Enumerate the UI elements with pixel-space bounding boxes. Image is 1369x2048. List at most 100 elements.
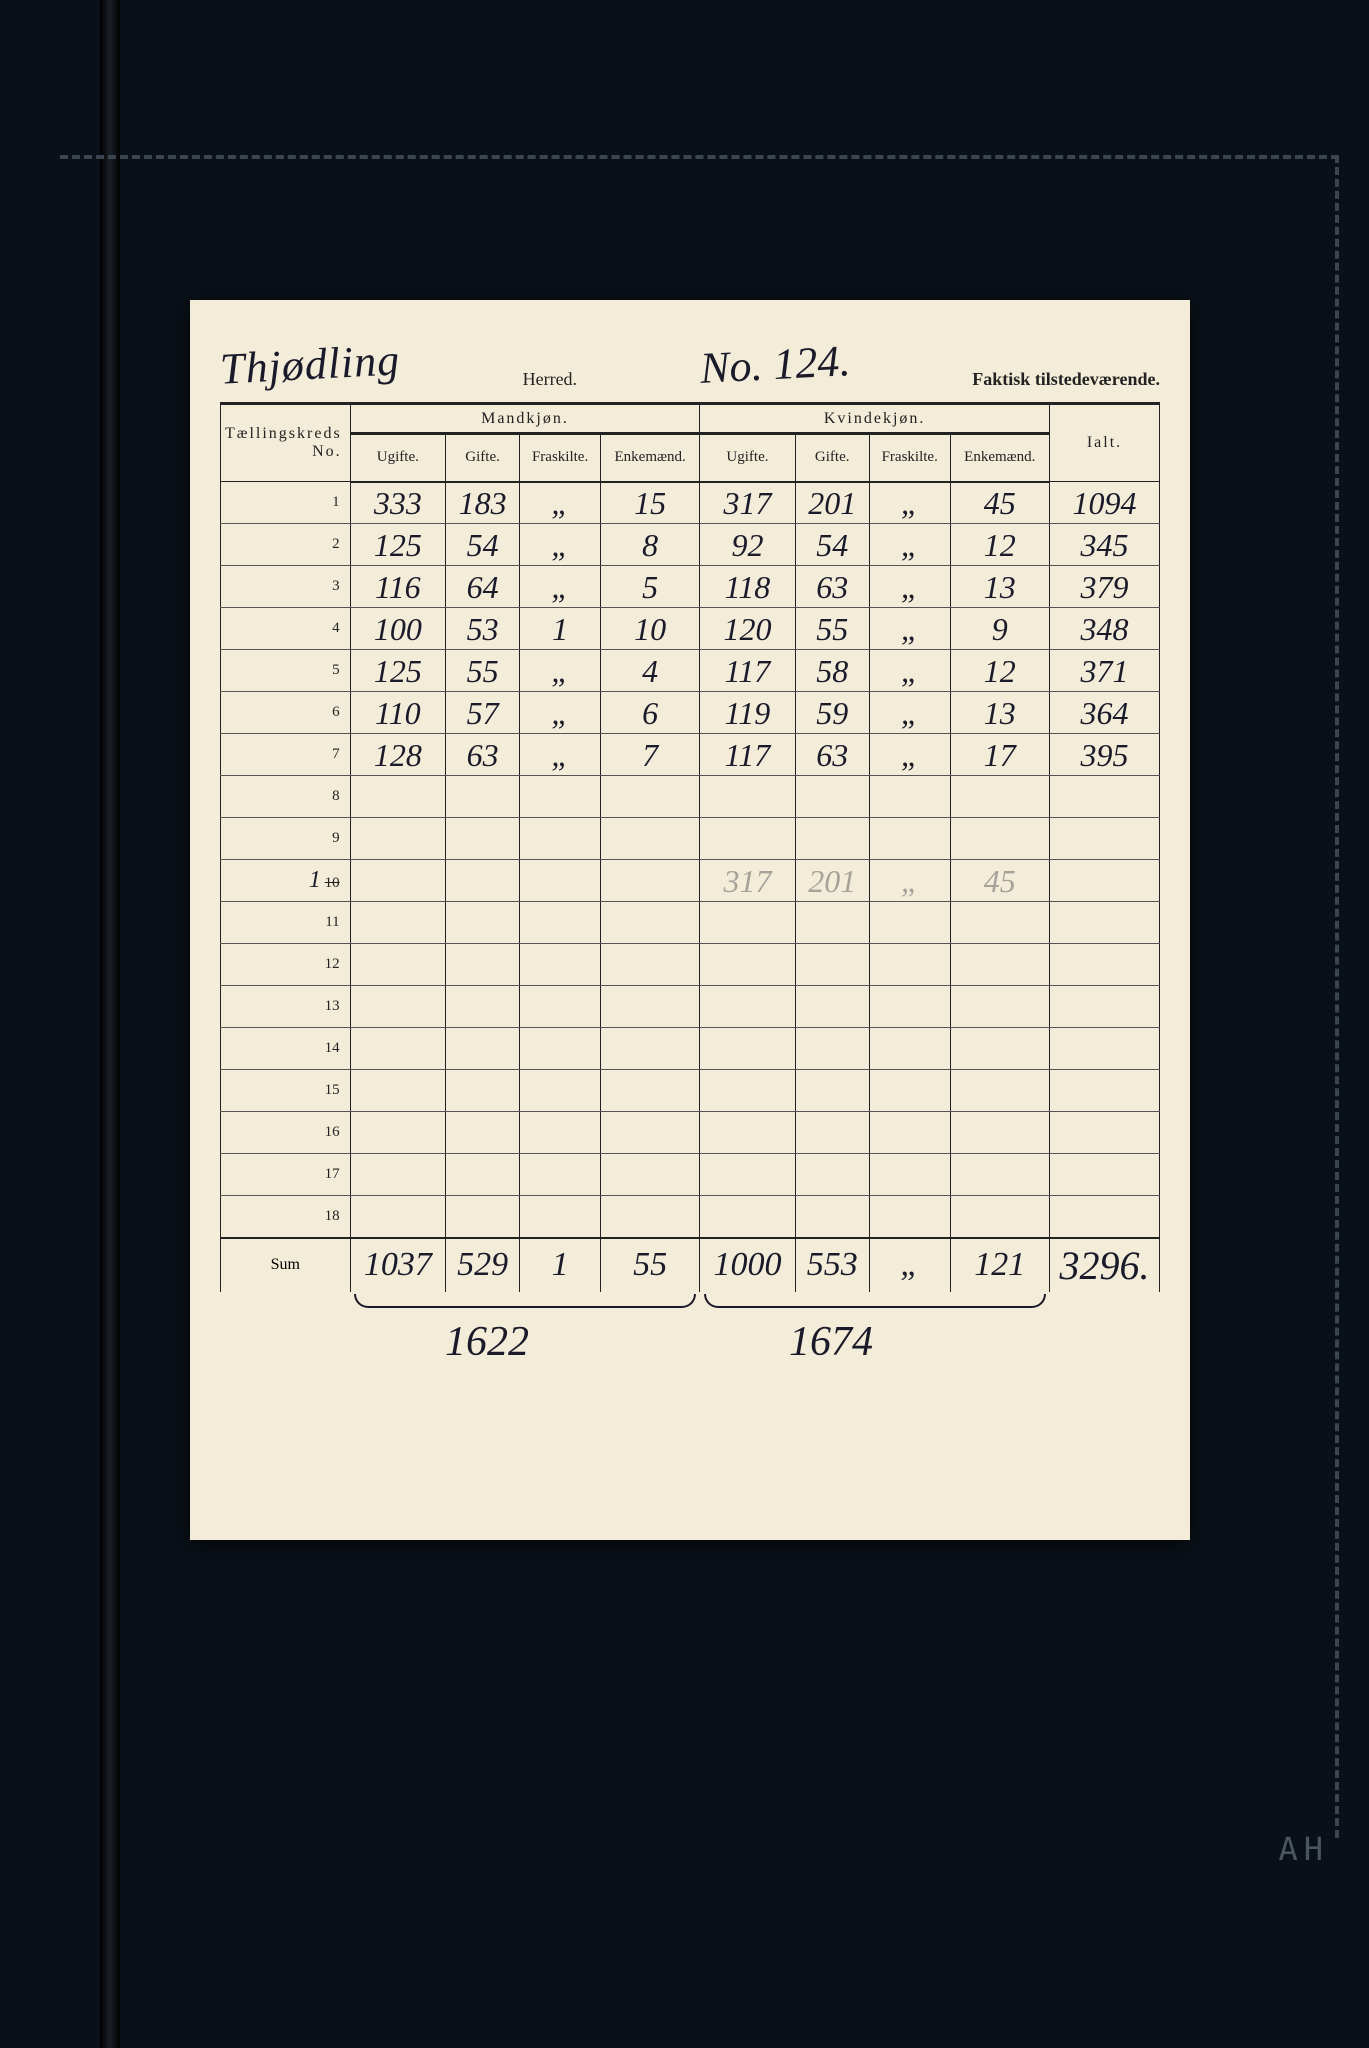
cell-empty bbox=[350, 902, 445, 944]
herred-label: Herred. bbox=[523, 369, 577, 390]
cell-me: 5 bbox=[600, 566, 699, 608]
cell-kf: „ bbox=[869, 734, 950, 776]
cell-empty bbox=[700, 776, 795, 818]
row-number: 13 bbox=[221, 986, 351, 1028]
cell-empty bbox=[869, 1154, 950, 1196]
cell-me: 8 bbox=[600, 524, 699, 566]
row-number: 2 bbox=[221, 524, 351, 566]
sum-mg: 529 bbox=[445, 1238, 519, 1292]
cell-kf: „ bbox=[869, 692, 950, 734]
cell-empty bbox=[445, 1196, 519, 1238]
cell-kg: 63 bbox=[795, 566, 869, 608]
cell-empty bbox=[600, 986, 699, 1028]
cell-ialt: 1094 bbox=[1050, 482, 1160, 524]
col-k-fraskilte: Fraskilte. bbox=[869, 434, 950, 482]
sum-row: Sum 1037 529 1 55 1000 553 „ 121 3296. bbox=[221, 1238, 1160, 1292]
sum-label: Sum bbox=[221, 1238, 351, 1292]
cell-empty bbox=[700, 1070, 795, 1112]
col-ialt: Ialt. bbox=[1050, 404, 1160, 482]
table-row-empty: 8 bbox=[221, 776, 1160, 818]
cell-ke: 17 bbox=[950, 734, 1049, 776]
cell-empty bbox=[600, 860, 699, 902]
table-row-empty: 9 bbox=[221, 818, 1160, 860]
table-row: 611057„611959„13364 bbox=[221, 692, 1160, 734]
row-number: 8 bbox=[221, 776, 351, 818]
sum-ke: 121 bbox=[950, 1238, 1049, 1292]
cell-kg: 201 bbox=[795, 482, 869, 524]
cell-empty bbox=[869, 1070, 950, 1112]
cell-empty bbox=[520, 944, 601, 986]
table-row-empty: 15 bbox=[221, 1070, 1160, 1112]
cell-ku: 119 bbox=[700, 692, 795, 734]
cell-empty bbox=[795, 902, 869, 944]
col-k-enkemand: Enkemænd. bbox=[950, 434, 1049, 482]
subtotal-male: 1622 bbox=[445, 1318, 529, 1366]
cell-empty bbox=[350, 1070, 445, 1112]
cell-empty bbox=[700, 1112, 795, 1154]
cell-kf: „ bbox=[869, 524, 950, 566]
cell-empty bbox=[445, 776, 519, 818]
sum-me: 55 bbox=[600, 1238, 699, 1292]
cell-ialt: 379 bbox=[1050, 566, 1160, 608]
cell-empty bbox=[600, 1112, 699, 1154]
cell-empty bbox=[520, 776, 601, 818]
cell-kg: 54 bbox=[795, 524, 869, 566]
sum-mu: 1037 bbox=[350, 1238, 445, 1292]
cell-empty bbox=[700, 944, 795, 986]
cell-mg: 64 bbox=[445, 566, 519, 608]
cell-me: 6 bbox=[600, 692, 699, 734]
cell-empty bbox=[520, 1070, 601, 1112]
table-row: 212554„89254„12345 bbox=[221, 524, 1160, 566]
cell-empty bbox=[795, 1070, 869, 1112]
cell-empty bbox=[600, 1196, 699, 1238]
row-number: 9 bbox=[221, 818, 351, 860]
cell-kg: 63 bbox=[795, 734, 869, 776]
cell-empty bbox=[700, 818, 795, 860]
cell-empty bbox=[600, 1028, 699, 1070]
cell-empty bbox=[869, 944, 950, 986]
cell-empty bbox=[869, 818, 950, 860]
cell-empty bbox=[520, 818, 601, 860]
subtotal-female: 1674 bbox=[789, 1318, 873, 1366]
cell-empty bbox=[869, 902, 950, 944]
faktisk-label: Faktisk tilstedeværende. bbox=[972, 369, 1160, 390]
cell-empty bbox=[700, 1196, 795, 1238]
row-number: 16 bbox=[221, 1112, 351, 1154]
sum-ialt: 3296. bbox=[1050, 1238, 1160, 1292]
brace-row bbox=[221, 1292, 1160, 1310]
cell-empty bbox=[350, 986, 445, 1028]
row-number: 6 bbox=[221, 692, 351, 734]
cell-ku-ghost: 317 bbox=[700, 860, 795, 902]
cell-ke: 13 bbox=[950, 566, 1049, 608]
cell-empty bbox=[1050, 1028, 1160, 1070]
sum-kg: 553 bbox=[795, 1238, 869, 1292]
cell-empty bbox=[1050, 902, 1160, 944]
cell-empty bbox=[350, 944, 445, 986]
cell-empty bbox=[1050, 1070, 1160, 1112]
table-row: 712863„711763„17395 bbox=[221, 734, 1160, 776]
census-form-page: Thjødling Herred. No. 124. Faktisk tilst… bbox=[190, 300, 1190, 1540]
cell-empty bbox=[350, 860, 445, 902]
col-kreds: Tællingskreds No. bbox=[221, 404, 351, 482]
cell-empty bbox=[795, 986, 869, 1028]
row-number: 18 bbox=[221, 1196, 351, 1238]
cell-empty bbox=[1050, 1196, 1160, 1238]
col-m-fraskilte: Fraskilte. bbox=[520, 434, 601, 482]
cell-kf: „ bbox=[869, 566, 950, 608]
cell-kg-ghost: 201 bbox=[795, 860, 869, 902]
cell-me: 10 bbox=[600, 608, 699, 650]
row-number: 3 bbox=[221, 566, 351, 608]
cell-empty bbox=[350, 1112, 445, 1154]
table-row-empty: 13 bbox=[221, 986, 1160, 1028]
cell-ialt: 364 bbox=[1050, 692, 1160, 734]
cell-me: 15 bbox=[600, 482, 699, 524]
herred-number: No. 124. bbox=[698, 335, 851, 394]
cell-mg: 57 bbox=[445, 692, 519, 734]
row-number: 5 bbox=[221, 650, 351, 692]
row-number: 14 bbox=[221, 1028, 351, 1070]
cell-ialt: 348 bbox=[1050, 608, 1160, 650]
cell-empty bbox=[445, 1028, 519, 1070]
row-number: 17 bbox=[221, 1154, 351, 1196]
table-row-empty: 18 bbox=[221, 1196, 1160, 1238]
row-number: 11 bbox=[221, 902, 351, 944]
